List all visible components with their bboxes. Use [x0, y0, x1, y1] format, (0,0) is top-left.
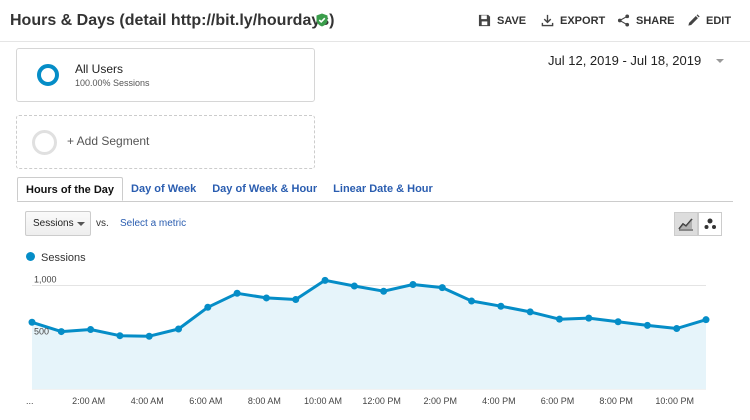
y-axis-ticks: 1,000 500 [34, 275, 57, 337]
data-point[interactable] [175, 325, 183, 333]
x-tick-label: ... [26, 396, 34, 406]
tab-linear-date-hour[interactable]: Linear Date & Hour [333, 183, 433, 195]
share-button[interactable]: SHARE [617, 14, 675, 27]
metric-select[interactable]: Sessions [25, 211, 91, 236]
data-point[interactable] [233, 289, 241, 297]
x-axis-ticks: ... 2:00 AM 4:00 AM 6:00 AM 8:00 AM 10:00 AM 1… [26, 396, 694, 406]
data-point[interactable] [87, 326, 95, 333]
add-segment-label: + Add Segment [67, 134, 150, 148]
date-range-picker[interactable]: Jul 12, 2019 - Jul 18, 2019 [548, 53, 701, 68]
y-tick-label: 1,000 [34, 275, 57, 285]
tab-day-of-week[interactable]: Day of Week [131, 183, 197, 195]
legend-dot-sessions [26, 252, 35, 261]
tab-divider [17, 201, 733, 202]
data-point[interactable] [673, 324, 681, 332]
y-tick-label: 500 [34, 326, 49, 336]
sessions-area [32, 280, 706, 389]
explorer-tabs: Hours of the Day Day of Week Day of Week… [17, 177, 441, 201]
line-chart-button[interactable] [674, 212, 698, 236]
data-point[interactable] [116, 332, 124, 340]
data-point[interactable] [438, 284, 446, 292]
save-icon [478, 14, 491, 27]
data-point[interactable] [262, 294, 270, 302]
report-header: Hours & Days (detail http://bit.ly/hourd… [0, 0, 750, 42]
data-point[interactable] [28, 318, 36, 326]
x-tick-label: 2:00 AM [72, 396, 105, 406]
sessions-chart: 1,000 500 ... 2:00 AM 4:00 AM 6:00 AM 8:00 AM… [26, 275, 710, 406]
x-tick-label: 6:00 AM [189, 396, 222, 406]
sessions-points [28, 276, 710, 340]
x-tick-label: 12:00 PM [362, 396, 401, 406]
date-range-caret-icon[interactable] [716, 59, 724, 63]
tab-day-of-week-hour[interactable]: Day of Week & Hour [212, 183, 318, 195]
x-tick-label: 6:00 PM [541, 396, 575, 406]
legend-label-sessions: Sessions [41, 252, 86, 264]
data-point[interactable] [702, 316, 710, 324]
pencil-icon [688, 14, 700, 26]
date-range-label: Jul 12, 2019 - Jul 18, 2019 [548, 53, 702, 68]
data-point[interactable] [497, 302, 505, 310]
line-chart-icon [678, 218, 693, 231]
data-point[interactable] [614, 318, 622, 326]
segment-detail: 100.00% Sessions [75, 78, 150, 88]
segment-all-users[interactable]: All Users 100.00% Sessions [16, 48, 315, 102]
report-title: Hours & Days (detail http://bit.ly/hourd… [10, 12, 335, 29]
data-point[interactable] [350, 282, 358, 290]
edit-button[interactable]: EDIT [687, 14, 731, 27]
x-tick-label: 4:00 PM [482, 396, 516, 406]
save-label: SAVE [497, 14, 527, 27]
x-tick-label: 8:00 PM [599, 396, 633, 406]
share-icon [617, 14, 630, 27]
x-tick-label: 2:00 PM [423, 396, 457, 406]
share-label: SHARE [636, 14, 675, 27]
x-tick-label: 4:00 AM [131, 396, 164, 406]
data-point[interactable] [204, 303, 212, 311]
tab-hours-of-the-day[interactable]: Hours of the Day [17, 177, 124, 201]
data-point[interactable] [643, 321, 651, 329]
motion-chart-button[interactable] [698, 212, 722, 236]
select-metric-link[interactable]: Select a metric [120, 218, 187, 229]
x-tick-label: 8:00 AM [248, 396, 281, 406]
download-icon [541, 14, 554, 27]
bubble-chart-icon [704, 218, 716, 229]
x-tick-label: 10:00 AM [304, 396, 342, 406]
data-point[interactable] [555, 315, 563, 323]
data-point[interactable] [292, 295, 300, 303]
segment-color-ring [37, 64, 59, 86]
verified-shield-icon [316, 13, 328, 27]
data-point[interactable] [526, 308, 534, 316]
empty-segment-ring [32, 130, 57, 155]
data-point[interactable] [380, 287, 388, 295]
data-point[interactable] [468, 297, 476, 305]
data-point[interactable] [409, 280, 417, 288]
vs-label: vs. [96, 218, 109, 229]
data-point[interactable] [145, 332, 153, 340]
data-point[interactable] [57, 328, 65, 336]
export-label: EXPORT [560, 14, 606, 27]
segment-name: All Users [75, 62, 124, 76]
data-point[interactable] [321, 276, 329, 284]
x-tick-label: 10:00 PM [655, 396, 694, 406]
metric-select-value: Sessions [33, 218, 74, 229]
add-segment-button[interactable]: + Add Segment [16, 115, 315, 169]
save-button[interactable]: SAVE [478, 14, 526, 27]
data-point[interactable] [585, 314, 593, 322]
export-button[interactable]: EXPORT [541, 14, 605, 27]
sessions-line [31, 278, 707, 338]
chevron-down-icon [77, 222, 85, 226]
edit-label: EDIT [706, 14, 732, 27]
